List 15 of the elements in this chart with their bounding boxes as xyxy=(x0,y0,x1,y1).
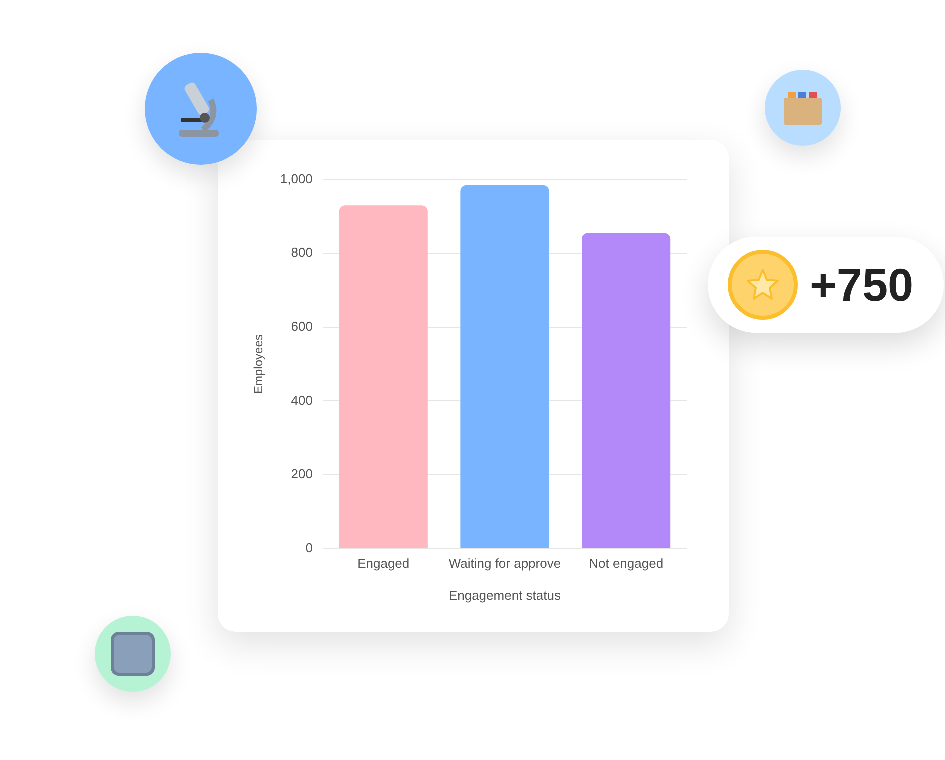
y-tick-label: 1,000 xyxy=(280,171,313,186)
bar xyxy=(339,206,428,548)
bar xyxy=(460,185,550,548)
y-tick-label: 0 xyxy=(306,540,313,556)
bar xyxy=(582,233,671,548)
y-tick-label: 400 xyxy=(291,392,313,408)
x-tick-label: Not engaged xyxy=(589,556,664,572)
y-tick-label: 800 xyxy=(291,245,313,260)
y-axis-title: Employees xyxy=(252,334,266,394)
y-tick-label: 600 xyxy=(291,318,313,334)
text: +750 xyxy=(810,258,914,312)
x-tick-label: Waiting for approve xyxy=(448,556,562,572)
y-tick-label: 200 xyxy=(291,466,313,482)
x-tick-label: Engaged xyxy=(358,556,410,572)
x-axis-title: Engagement status xyxy=(448,588,562,603)
